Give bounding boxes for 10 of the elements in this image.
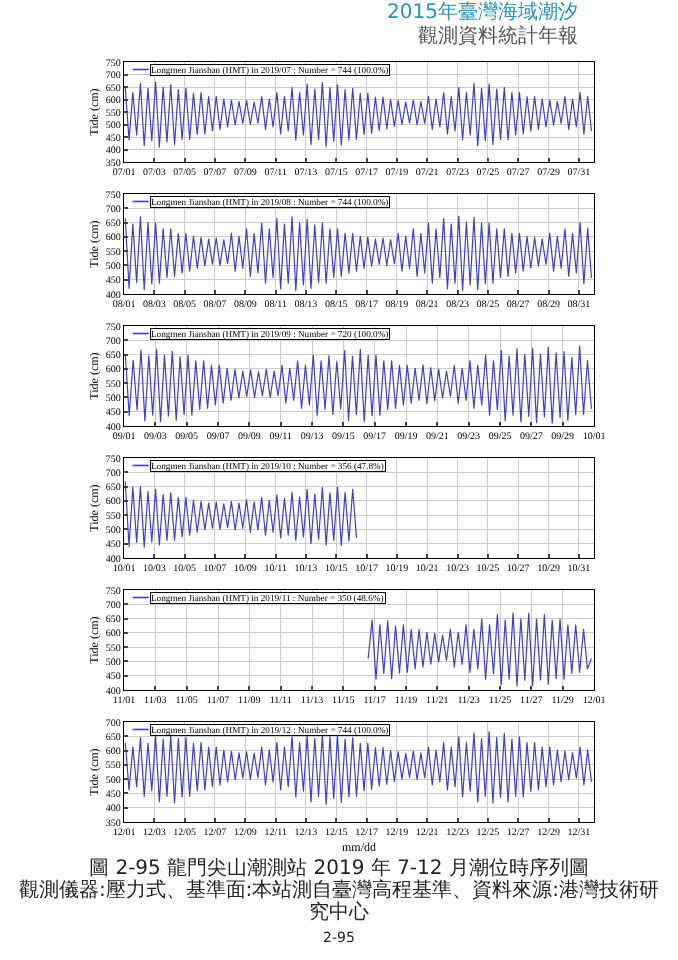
caption: 圖 2-95 龍門尖山潮測站 2019 年 7-12 月潮位時序列圖 — [87, 858, 589, 880]
line-series — [124, 731, 593, 805]
text: 觀測資料統計年報 — [416, 26, 578, 50]
line-series — [367, 612, 592, 687]
text: 觀測儀器:壓力式、基準面:本站測自臺灣高程基準、資料來源:港灣技術研究中心 — [16, 880, 662, 924]
line-series — [124, 345, 592, 424]
line-series — [124, 480, 358, 548]
text: 2015年臺灣海域潮汐 — [385, 2, 578, 25]
line-series — [124, 81, 593, 148]
line-series — [124, 215, 593, 292]
